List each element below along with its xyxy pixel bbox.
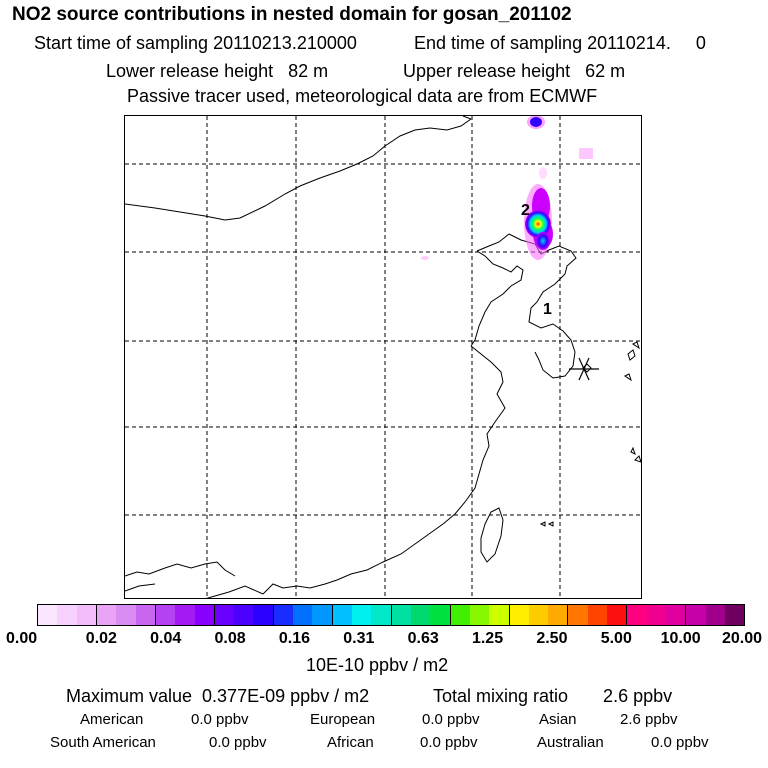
colorbar-segment [312, 605, 333, 625]
colorbar-segment [509, 605, 529, 625]
colorbar-segment [332, 605, 352, 625]
colorbar-segment [410, 605, 431, 625]
colorbar-segment [646, 605, 666, 625]
colorbar-segment [686, 605, 706, 625]
colorbar-tick-label: 0.08 [214, 630, 246, 647]
colorbar-segment [705, 605, 725, 625]
colorbar-unit: 10E-10 ppbv / m2 [306, 655, 449, 675]
colorbar-segment [135, 605, 156, 625]
asterisk-icon [569, 357, 599, 381]
map-label-2: 2 [521, 202, 530, 219]
concentration-plume [421, 116, 593, 260]
source-european-value: 0.0 ppbv [422, 711, 480, 728]
colorbar-segment [430, 605, 451, 625]
colorbar-segment [76, 605, 97, 625]
total-mixing-ratio: Total mixing ratio 2.6 ppbv [433, 686, 673, 706]
colorbar-segment [293, 605, 313, 625]
colorbar-tick-label: 0.02 [85, 630, 117, 647]
lower-release-label: Lower release height 82 m [106, 61, 329, 81]
colorbar-tick-label: 1.25 [471, 630, 504, 647]
tracer-note: Passive tracer used, meteorological data… [127, 86, 598, 106]
colorbar-segment [607, 605, 628, 625]
colorbar-tick-label: 0.00 [6, 630, 38, 647]
page-title: NO2 source contributions in nested domai… [12, 4, 572, 25]
map-panel: 2 1 [124, 115, 642, 599]
colorbar-segment [273, 605, 294, 625]
colorbar-segment [253, 605, 274, 625]
source-asian-name: Asian [539, 711, 577, 728]
colorbar-segment [96, 605, 117, 625]
colorbar-segment [666, 605, 687, 625]
source-australian-name: Australian [537, 734, 604, 751]
map-canvas: 2 1 [125, 116, 641, 598]
colorbar-segment [469, 605, 490, 625]
grid [125, 116, 641, 598]
colorbar-segment [175, 605, 195, 625]
colorbar-segment [568, 605, 588, 625]
colorbar-segment [194, 605, 215, 625]
source-south-american-value: 0.0 ppbv [209, 734, 267, 751]
source-african-name: African [327, 734, 374, 751]
source-south-american-name: South American [50, 734, 156, 751]
colorbar-tick-label: 0.63 [407, 630, 439, 647]
colorbar-tick-label: 10.00 [660, 630, 701, 647]
colorbar-segment [450, 605, 470, 625]
colorbar-segment [352, 605, 372, 625]
start-time-label: Start time of sampling 20110213.210000 [34, 33, 357, 53]
colorbar-tick-label: 0.04 [150, 630, 182, 647]
end-time-label: End time of sampling 20110214. 0 [414, 33, 706, 53]
source-american-name: American [80, 711, 144, 728]
colorbar-segment [116, 605, 136, 625]
source-african-value: 0.0 ppbv [420, 734, 478, 751]
colorbar-segment [548, 605, 569, 625]
coastline [125, 116, 641, 598]
colorbar-segment [234, 605, 254, 625]
source-european-name: European [310, 711, 376, 728]
colorbar-tick-label: 5.00 [600, 630, 632, 647]
colorbar-segment [57, 605, 77, 625]
colorbar-segment [371, 605, 392, 625]
colorbar-segment [724, 605, 745, 625]
source-american-value: 0.0 ppbv [191, 711, 249, 728]
source-australian-value: 0.0 ppbv [651, 734, 709, 751]
colorbar-segment [528, 605, 549, 625]
colorbar-segment [627, 605, 647, 625]
upper-release-label: Upper release height 62 m [403, 61, 626, 81]
colorbar-tick-label: 0.16 [278, 630, 311, 647]
colorbar-segment [155, 605, 176, 625]
colorbar-segment [214, 605, 235, 625]
source-asian-value: 2.6 ppbv [620, 711, 678, 728]
colorbar-tick-label: 20.00 [721, 630, 762, 647]
maximum-value: Maximum value 0.377E-09 ppbv / m2 [66, 686, 370, 706]
map-label-1: 1 [543, 301, 552, 318]
colorbar-tick-label: 0.31 [343, 630, 375, 647]
colorbar [37, 604, 745, 626]
colorbar-tick-label: 2.50 [536, 630, 568, 647]
colorbar-segment [489, 605, 510, 625]
colorbar-segment [38, 605, 58, 625]
colorbar-segment [587, 605, 608, 625]
colorbar-segment [391, 605, 411, 625]
